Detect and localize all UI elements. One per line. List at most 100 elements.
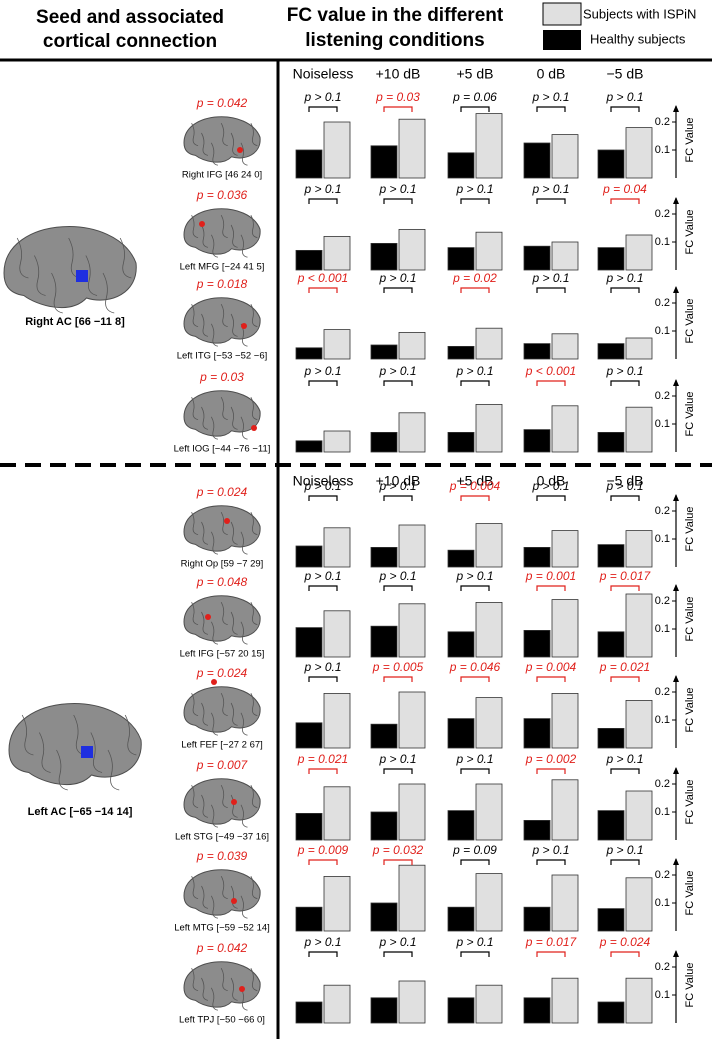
bar: [597, 247, 625, 271]
p-label: p > 0.1: [605, 90, 643, 104]
p-label: p = 0.024: [599, 935, 651, 949]
bar: [475, 113, 503, 179]
p-bracket: [536, 380, 566, 386]
bar: [370, 625, 398, 658]
bar: [398, 228, 426, 271]
brain-sulcus: [191, 215, 199, 238]
brain-sulcus: [51, 272, 63, 314]
p-bracket: [383, 380, 413, 386]
bar: [551, 134, 579, 179]
p-label: p > 0.1: [455, 182, 493, 196]
bar: [475, 697, 503, 749]
bar: [597, 810, 625, 841]
p-label: p > 0.1: [378, 935, 416, 949]
y-axis-arrow: [673, 675, 679, 682]
brain-sulcus: [201, 406, 209, 430]
region-label: Left ITG [−53 −52 −6]: [177, 351, 268, 362]
y-axis-label: FC Value: [684, 117, 696, 162]
region-marker: [231, 898, 237, 904]
p-bracket: [536, 768, 566, 774]
y-tick-label: 0.1: [655, 418, 670, 430]
bar: [551, 333, 579, 360]
bar: [475, 231, 503, 271]
bar: [551, 977, 579, 1024]
p-label: p > 0.1: [303, 660, 341, 674]
brain-sulcus: [240, 895, 248, 919]
region-label: Right IFG [46 24 0]: [182, 170, 262, 181]
p-bracket: [308, 287, 338, 293]
y-axis-label: FC Value: [684, 687, 696, 732]
brain-sulcus: [119, 237, 132, 279]
p-label: p > 0.1: [303, 90, 341, 104]
brain-sulcus: [124, 714, 137, 756]
region-marker: [251, 425, 257, 431]
bar: [447, 345, 475, 360]
brain-sulcus: [191, 304, 199, 327]
p-bracket: [383, 768, 413, 774]
brain-sulcus: [211, 895, 218, 919]
p-bracket: [610, 495, 640, 501]
p-label: p = 0.03: [375, 90, 420, 104]
region-label: Left IFG [−57 20 15]: [180, 649, 265, 660]
bar: [398, 783, 426, 841]
brain-sulcus: [230, 132, 238, 156]
y-tick-label: 0.1: [655, 897, 670, 909]
bar: [523, 245, 551, 271]
region-marker: [231, 799, 237, 805]
bar: [398, 980, 426, 1024]
brain-sulcus: [73, 714, 85, 756]
y-tick-label: 0.2: [655, 778, 670, 790]
p-bracket: [610, 585, 640, 591]
bar: [597, 908, 625, 932]
bar: [447, 631, 475, 658]
y-tick-label: 0.1: [655, 236, 670, 248]
bar: [597, 544, 625, 568]
p-label: p > 0.1: [531, 182, 569, 196]
bar: [323, 121, 351, 179]
p-bracket: [610, 676, 640, 682]
brain-sulcus: [211, 621, 218, 645]
condition-label: +10 dB: [376, 473, 421, 489]
bar: [475, 873, 503, 932]
region-label: Left IOG [−44 −76 −11]: [174, 444, 271, 455]
bar: [447, 431, 475, 453]
p-bracket: [308, 198, 338, 204]
brain-sulcus: [250, 968, 258, 991]
brain-sulcus: [240, 712, 248, 736]
brain-sulcus: [240, 621, 248, 645]
seed-brain: [3, 226, 137, 308]
brain-sulcus: [240, 804, 248, 828]
p-label: p > 0.1: [378, 271, 416, 285]
bar: [551, 405, 579, 453]
p-bracket: [460, 951, 490, 957]
brain-sulcus: [211, 323, 218, 347]
seed-label: Left AC [−65 −14 14]: [28, 806, 133, 818]
brain-sulcus: [191, 123, 199, 146]
p-bracket: [383, 951, 413, 957]
brain-sulcus: [230, 611, 238, 635]
brain-sulcus: [16, 237, 29, 279]
p-bracket: [536, 676, 566, 682]
p-label: p > 0.1: [303, 479, 341, 493]
p-label: p > 0.1: [531, 271, 569, 285]
p-bracket: [536, 198, 566, 204]
brain-sulcus: [230, 406, 238, 430]
bar: [447, 810, 475, 841]
p-label: p = 0.04: [602, 182, 647, 196]
bar: [295, 440, 323, 453]
bar: [323, 527, 351, 568]
bar: [551, 693, 579, 749]
brain-sulcus: [220, 304, 228, 327]
bar: [398, 691, 426, 749]
legend-label: Healthy subjects: [590, 31, 686, 46]
p-bracket: [308, 859, 338, 865]
bar: [475, 783, 503, 841]
p-label: p = 0.017: [599, 569, 652, 583]
bar: [447, 152, 475, 179]
y-axis-label: FC Value: [684, 596, 696, 641]
brain-sulcus: [230, 521, 238, 545]
brain-sulcus: [211, 712, 218, 736]
bar: [625, 406, 653, 453]
bar: [295, 149, 323, 179]
